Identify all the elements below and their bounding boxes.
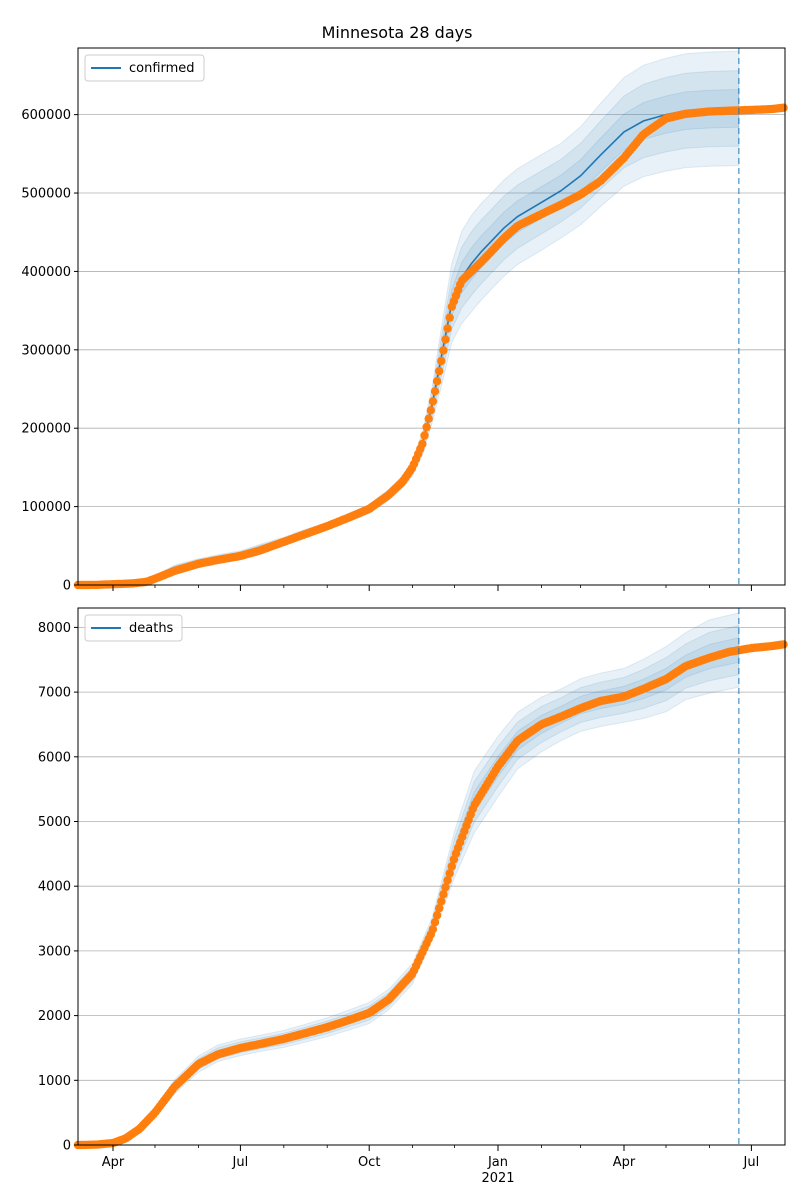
deaths-uncertainty-band	[77, 624, 740, 1146]
deaths-legend-box	[84, 614, 183, 642]
confirmed-observed-point	[443, 324, 452, 333]
confirmed-observed-point	[432, 377, 442, 386]
deaths-observed-points	[73, 640, 788, 1150]
deaths-observed-point	[443, 876, 452, 885]
deaths-observed-point	[441, 883, 450, 892]
confirmed-observed-point	[435, 366, 444, 376]
confirmed-observed-point	[426, 406, 435, 415]
confirmed-y-tick-label: 200000	[21, 422, 71, 437]
deaths-panel: 0 1000 2000 3000 4000 5000 6000 7000 8000 Apr Jul…	[38, 607, 788, 1186]
deaths-observed-point	[437, 897, 446, 906]
confirmed-legend-box	[84, 54, 205, 82]
deaths-observed-point	[430, 918, 440, 927]
deaths-y-tick-label: 6000	[38, 750, 71, 765]
confirmed-axes-frame	[77, 47, 786, 586]
x-tick-label: Jan	[487, 1155, 508, 1170]
confirmed-legend: confirmed	[84, 54, 205, 82]
x-tick-label: Jul	[232, 1155, 249, 1170]
confirmed-gridlines	[78, 114, 785, 586]
confirmed-y-tick-label: 300000	[21, 343, 71, 358]
confirmed-observed-point	[420, 431, 429, 440]
deaths-observed-point	[447, 862, 456, 871]
confirmed-y-tick-label: 600000	[21, 108, 71, 123]
confirmed-y-tick-label: 100000	[21, 500, 71, 515]
deaths-x-axis: Apr Jul Oct Jan Apr Jul	[102, 1145, 759, 1170]
confirmed-observed-point	[418, 439, 427, 449]
confirmed-observed-point	[779, 103, 788, 112]
deaths-y-tick-label: 1000	[38, 1074, 71, 1089]
confirmed-uncertainty-bands	[77, 50, 740, 586]
x-axis-year-label: 2021	[481, 1171, 514, 1186]
deaths-gridlines	[78, 627, 785, 1146]
deaths-y-tick-label: 0	[63, 1139, 71, 1154]
deaths-model-line	[77, 649, 739, 1146]
deaths-y-tick-label: 8000	[38, 621, 71, 636]
deaths-y-tick-label: 4000	[38, 880, 71, 895]
deaths-observed-point	[779, 640, 788, 649]
confirmed-observed-point	[422, 422, 431, 432]
deaths-observed-point	[428, 925, 438, 934]
confirmed-y-axis: 0 100000 200000 300000 400000 500000 600000	[21, 108, 78, 594]
confirmed-observed-point	[445, 313, 454, 322]
confirmed-y-tick-label: 400000	[21, 265, 71, 280]
confirmed-observed-point	[430, 387, 440, 396]
chart-title: Minnesota 28 days	[322, 23, 473, 42]
confirmed-uncertainty-band	[77, 70, 740, 586]
x-tick-label: Apr	[102, 1155, 125, 1170]
confirmed-model-line	[77, 107, 739, 586]
confirmed-observed-point	[424, 414, 433, 423]
confirmed-observed-points	[73, 103, 788, 590]
x-tick-label: Jul	[743, 1155, 760, 1170]
deaths-observed-point	[445, 869, 454, 878]
deaths-legend-label: deaths	[129, 621, 174, 636]
deaths-legend: deaths	[84, 614, 183, 642]
x-tick-label: Apr	[613, 1155, 636, 1170]
confirmed-legend-label: confirmed	[129, 61, 195, 76]
deaths-observed-point	[432, 911, 442, 920]
deaths-axes-frame	[77, 607, 786, 1146]
confirmed-observed-point	[428, 397, 438, 406]
deaths-y-tick-label: 7000	[38, 686, 71, 701]
deaths-observed-point	[435, 904, 444, 913]
confirmed-observed-point	[441, 335, 450, 344]
confirmed-panel: 0 100000 200000 300000 400000 500000 600000 co…	[21, 47, 788, 594]
confirmed-observed-point	[437, 356, 446, 366]
deaths-y-tick-label: 2000	[38, 1009, 71, 1024]
deaths-y-tick-label: 3000	[38, 944, 71, 959]
deaths-observed-point	[439, 890, 448, 899]
confirmed-observed-point	[439, 346, 448, 355]
deaths-y-axis: 0 1000 2000 3000 4000 5000 6000 7000 8000	[38, 621, 78, 1154]
x-tick-label: Oct	[358, 1155, 380, 1170]
deaths-y-tick-label: 5000	[38, 815, 71, 830]
confirmed-y-tick-label: 500000	[21, 187, 71, 202]
confirmed-x-ticks	[112, 585, 752, 591]
confirmed-y-tick-label: 0	[63, 579, 71, 594]
